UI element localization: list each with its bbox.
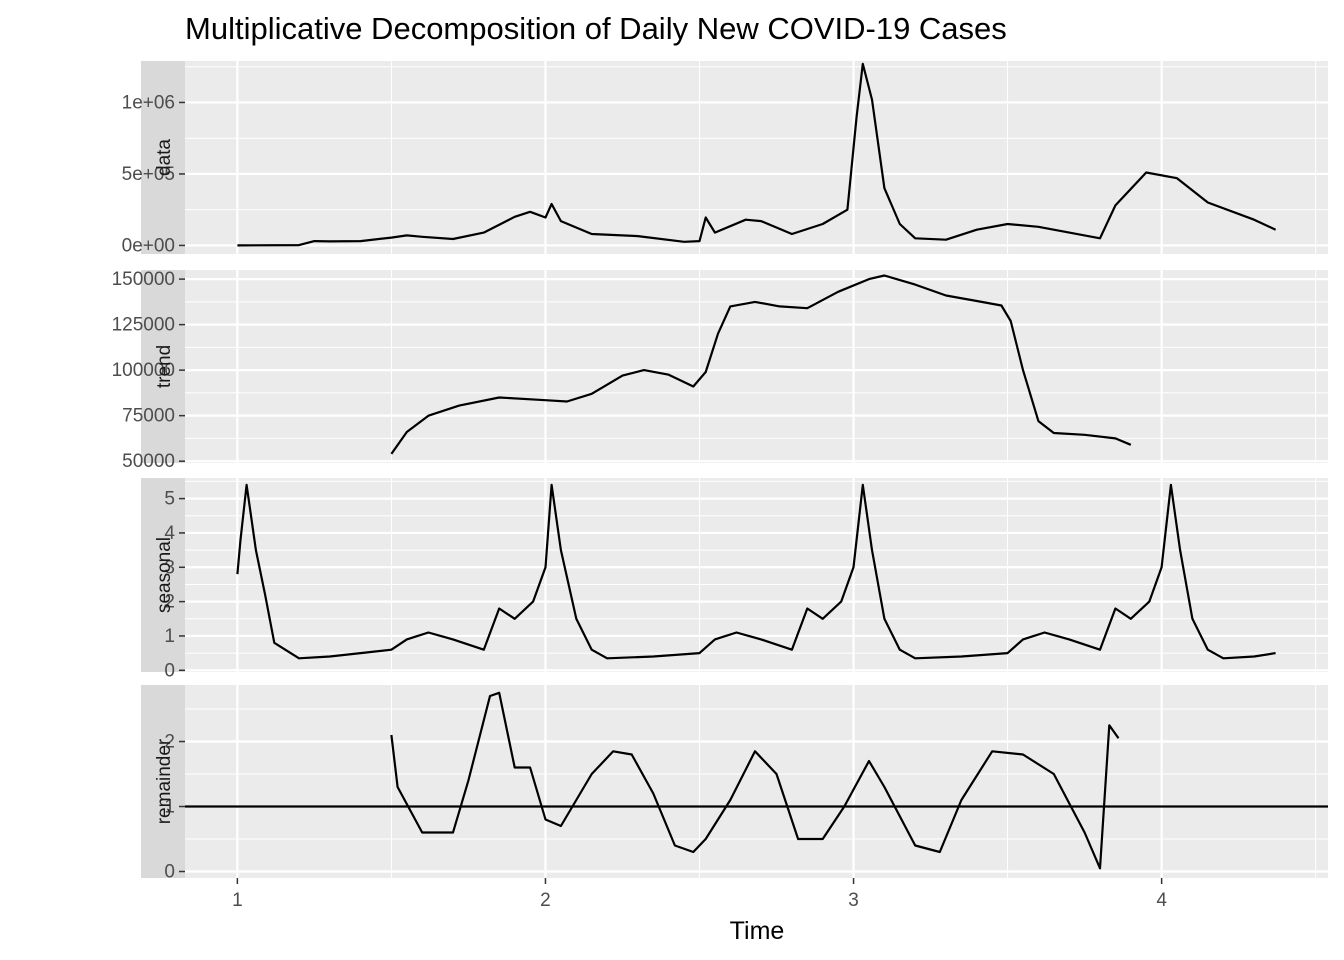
x-tick-label: 1 [232, 890, 243, 911]
x-tick-label: 4 [1156, 890, 1167, 911]
x-tick-label: 3 [848, 890, 859, 911]
y-tick-label: 3 [164, 557, 175, 578]
y-tick-label: 150000 [112, 269, 175, 290]
chart-title: Multiplicative Decomposition of Daily Ne… [185, 11, 1007, 46]
y-tick-label: 2 [164, 732, 175, 753]
y-tick-label: 1 [164, 626, 175, 647]
y-tick-label: 125000 [112, 315, 175, 336]
y-tick-label: 4 [164, 523, 175, 544]
y-tick-label: 75000 [122, 406, 175, 427]
y-tick-label: 50000 [122, 451, 175, 472]
strip-label-data: data [154, 139, 175, 176]
panel-background [185, 270, 1328, 463]
strip-label-remainder: remainder [154, 738, 175, 824]
y-tick-label: 5 [164, 489, 175, 510]
y-tick-label: 100000 [112, 360, 175, 381]
y-tick-label: 0 [164, 862, 175, 883]
strip-background [141, 685, 185, 878]
panel-trend: 50000 75000 100000 125000 150000 trend [112, 269, 1328, 472]
y-tick-label: 0e+00 [122, 235, 175, 256]
y-tick-label: 5e+05 [122, 164, 175, 185]
y-tick-label: 1e+06 [122, 92, 175, 113]
strip-background [141, 478, 185, 672]
series-line-data [237, 62, 1277, 247]
series-line-trend [390, 274, 1132, 455]
strip-background [141, 270, 185, 463]
x-axis-label: Time [730, 917, 785, 945]
x-axis: 1 2 3 4 [232, 878, 1167, 911]
x-tick-label: 2 [540, 890, 551, 911]
y-tick-label: 0 [164, 660, 175, 681]
panel-background [185, 478, 1328, 672]
strip-label-seasonal: seasonal [154, 537, 175, 613]
strip-label-trend: trend [154, 345, 175, 388]
y-tick-label: 1 [164, 797, 175, 818]
facet-panels: 0e+005e+051e+06data500007500010000012500… [112, 61, 1328, 883]
panel-background [185, 685, 1328, 878]
panel-background [185, 61, 1328, 254]
series-line-remainder [390, 691, 1120, 870]
strip-background [141, 61, 185, 254]
panel-seasonal: 0 1 2 3 4 5 seasonal [141, 478, 1328, 681]
y-tick-label: 2 [164, 592, 175, 613]
series-line-seasonal [236, 483, 1276, 660]
panel-data: 0e+00 5e+05 1e+06 data [122, 61, 1328, 256]
